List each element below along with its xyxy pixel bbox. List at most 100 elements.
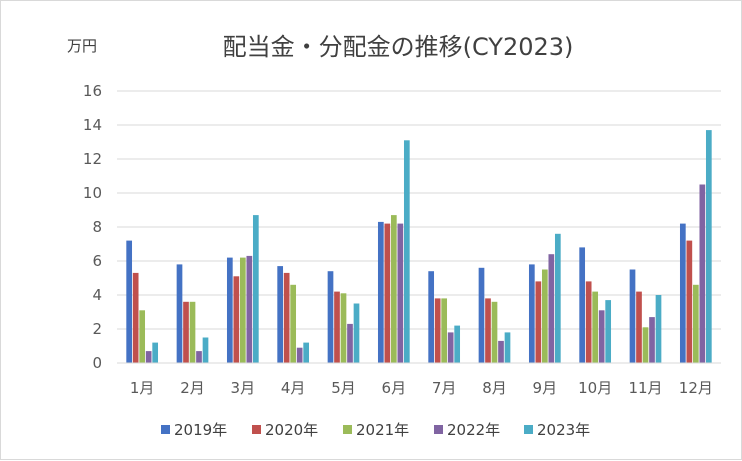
bar-2022年-9月 bbox=[548, 254, 555, 363]
bar-2020年-5月 bbox=[334, 291, 340, 363]
bar-2021年-1月 bbox=[139, 310, 146, 363]
bar-2023年-10月 bbox=[605, 300, 612, 363]
x-tick-label: 5月 bbox=[331, 379, 356, 397]
bar-2019年-4月 bbox=[277, 266, 284, 363]
bar-2021年-7月 bbox=[441, 298, 448, 363]
y-tick-label: 16 bbox=[83, 82, 102, 100]
x-tick-label: 4月 bbox=[281, 379, 306, 397]
legend-swatch bbox=[434, 425, 443, 434]
bar-2023年-7月 bbox=[454, 325, 461, 363]
bar-2021年-2月 bbox=[189, 301, 196, 363]
x-tick-label: 2月 bbox=[180, 379, 205, 397]
bar-2021年-12月 bbox=[692, 284, 699, 363]
bar-2023年-12月 bbox=[705, 130, 712, 363]
bar-2020年-4月 bbox=[283, 272, 290, 363]
x-axis-ticks: 1月 2月 3月 4月 5月 6月 7月 8月 9月 10月 11月 12月 bbox=[130, 379, 713, 397]
bar-2020年-9月 bbox=[535, 281, 542, 363]
bar-2021年-4月 bbox=[290, 284, 297, 363]
y-tick-label: 0 bbox=[92, 354, 102, 372]
bar-2020年-8月 bbox=[485, 298, 491, 363]
bar-2021年-6月 bbox=[390, 215, 397, 363]
bar-2022年-12月 bbox=[699, 184, 706, 363]
bar-2020年-2月 bbox=[183, 301, 189, 363]
legend-swatch bbox=[343, 425, 352, 434]
bar-2023年-11月 bbox=[655, 295, 662, 363]
bar-2021年-9月 bbox=[541, 269, 548, 363]
bar-2022年-2月 bbox=[196, 351, 202, 363]
legend-label: 2019年 bbox=[174, 421, 227, 439]
bar-2023年-1月 bbox=[152, 342, 159, 363]
bar-2020年-11月 bbox=[636, 291, 642, 363]
x-tick-label: 6月 bbox=[382, 379, 407, 397]
bar-2022年-10月 bbox=[598, 310, 605, 363]
bar-2022年-11月 bbox=[649, 317, 655, 363]
bar-2021年-3月 bbox=[239, 257, 246, 363]
bar-2023年-2月 bbox=[202, 337, 209, 363]
bar-2022年-6月 bbox=[397, 223, 404, 363]
bar-2021年-10月 bbox=[592, 291, 599, 363]
bar-2022年-5月 bbox=[347, 323, 353, 363]
bar-2019年-7月 bbox=[428, 271, 435, 363]
bar-2022年-8月 bbox=[498, 340, 504, 363]
bar-2021年-11月 bbox=[642, 327, 649, 363]
x-tick-label: 7月 bbox=[432, 379, 457, 397]
bar-2023年-6月 bbox=[403, 140, 410, 363]
bar-2023年-9月 bbox=[554, 233, 561, 363]
y-tick-label: 14 bbox=[83, 116, 102, 134]
bar-2023年-5月 bbox=[353, 303, 360, 363]
bar-2019年-5月 bbox=[327, 271, 334, 363]
bar-2021年-8月 bbox=[491, 301, 498, 363]
legend-swatch bbox=[524, 425, 533, 434]
bar-2022年-7月 bbox=[447, 332, 454, 363]
y-tick-label: 8 bbox=[92, 218, 102, 236]
bar-2019年-1月 bbox=[126, 240, 133, 363]
y-axis-unit-label: 万円 bbox=[67, 37, 97, 55]
bar-2020年-12月 bbox=[686, 240, 693, 363]
bar-2020年-10月 bbox=[585, 281, 592, 363]
y-tick-label: 10 bbox=[83, 184, 102, 202]
legend-swatch bbox=[252, 425, 261, 434]
x-tick-label: 1月 bbox=[130, 379, 155, 397]
bar-2020年-7月 bbox=[434, 298, 441, 363]
x-tick-label: 12月 bbox=[679, 379, 713, 397]
bar-2022年-4月 bbox=[296, 347, 303, 363]
legend-label: 2022年 bbox=[447, 421, 500, 439]
x-tick-label: 3月 bbox=[231, 379, 256, 397]
bar-2022年-3月 bbox=[246, 255, 253, 363]
bar-2019年-9月 bbox=[528, 264, 535, 363]
x-tick-label: 11月 bbox=[628, 379, 662, 397]
legend-label: 2023年 bbox=[537, 421, 590, 439]
chart-title: 配当金・分配金の推移(CY2023) bbox=[223, 33, 574, 61]
legend-swatch bbox=[161, 425, 170, 434]
legend: 2019年 2020年 2021年 2022年 2023年 bbox=[161, 421, 590, 439]
bar-2019年-12月 bbox=[679, 223, 686, 363]
bar-2019年-11月 bbox=[629, 269, 636, 363]
bar-2019年-8月 bbox=[478, 267, 485, 363]
y-axis-ticks: 0 2 4 6 8 10 12 14 16 bbox=[83, 82, 102, 372]
bar-2023年-4月 bbox=[303, 342, 310, 363]
bar-2020年-1月 bbox=[132, 272, 139, 363]
y-tick-label: 12 bbox=[83, 150, 102, 168]
bar-2019年-6月 bbox=[377, 221, 384, 363]
legend-label: 2021年 bbox=[356, 421, 409, 439]
bar-2020年-6月 bbox=[384, 223, 391, 363]
bar-2020年-3月 bbox=[233, 276, 240, 363]
bar-2022年-1月 bbox=[145, 351, 152, 363]
bar-2021年-5月 bbox=[340, 293, 347, 363]
legend-label: 2020年 bbox=[265, 421, 318, 439]
bar-2019年-10月 bbox=[579, 247, 586, 363]
x-tick-label: 8月 bbox=[482, 379, 507, 397]
bar-2019年-2月 bbox=[176, 264, 183, 363]
y-tick-label: 6 bbox=[92, 252, 102, 270]
bar-2019年-3月 bbox=[226, 257, 233, 363]
y-tick-label: 4 bbox=[92, 286, 102, 304]
x-tick-label: 10月 bbox=[578, 379, 612, 397]
bars bbox=[126, 130, 712, 363]
bar-2023年-3月 bbox=[252, 215, 259, 363]
x-tick-label: 9月 bbox=[533, 379, 558, 397]
bar-2023年-8月 bbox=[504, 332, 511, 363]
y-tick-label: 2 bbox=[92, 320, 102, 338]
gridlines bbox=[117, 90, 721, 330]
